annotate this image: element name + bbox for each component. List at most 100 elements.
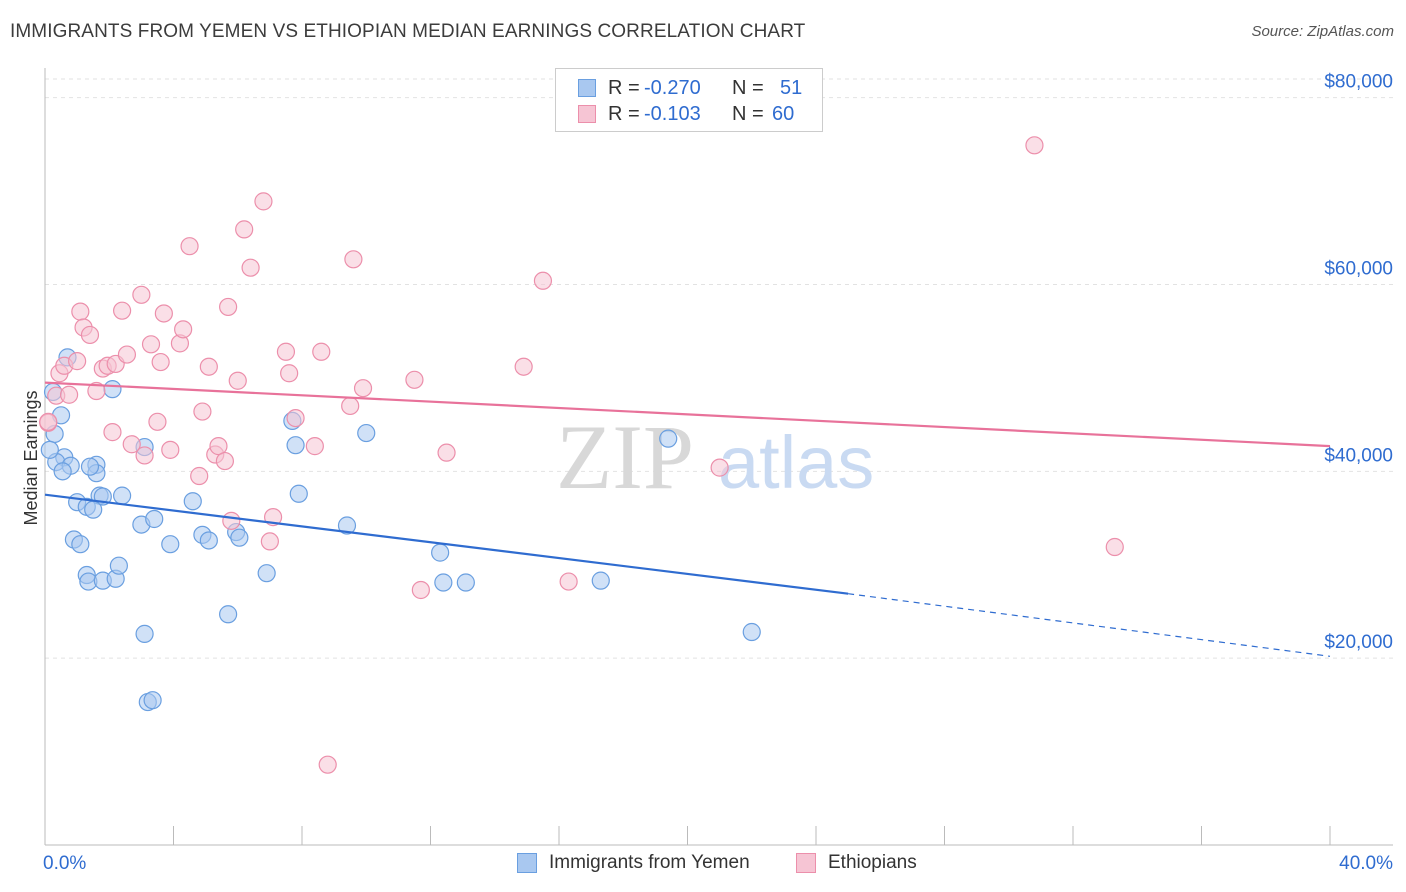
data-point <box>228 371 247 390</box>
data-point <box>431 543 450 562</box>
legend-swatch-ethiopians <box>578 105 596 123</box>
data-point <box>183 492 202 511</box>
data-point <box>84 500 103 519</box>
data-point <box>533 271 553 290</box>
data-point <box>219 297 238 317</box>
data-point <box>112 486 132 505</box>
y-tick-label: $20,000 <box>1324 632 1393 653</box>
data-point <box>344 250 363 269</box>
data-point <box>135 446 154 465</box>
legend-r-label: R = <box>608 76 640 99</box>
legend-item-ethiopians[interactable]: Ethiopians <box>796 852 917 874</box>
data-point <box>151 352 170 372</box>
data-point <box>230 528 249 547</box>
series-ethiopians-points <box>39 136 1124 774</box>
data-point <box>68 352 87 371</box>
data-point <box>1025 136 1044 155</box>
data-point <box>280 364 299 383</box>
data-point <box>222 511 241 530</box>
data-point <box>112 301 132 320</box>
data-point <box>141 335 161 354</box>
data-point <box>39 412 58 431</box>
legend-row-yemen: R = -0.270 N = 51 <box>578 76 802 100</box>
data-point <box>109 556 128 575</box>
legend-n-label: N = <box>732 102 764 125</box>
trend-lines <box>44 381 1331 657</box>
data-point <box>174 320 193 339</box>
data-point <box>193 402 212 421</box>
legend-r-value: -0.270 <box>644 76 701 99</box>
data-point <box>337 516 357 535</box>
data-point <box>289 484 308 503</box>
data-point <box>143 691 162 710</box>
data-point <box>235 220 254 239</box>
data-point <box>659 429 678 448</box>
data-point <box>241 258 260 277</box>
watermark-atlas: atlas <box>718 421 874 504</box>
data-point <box>411 580 430 600</box>
data-point <box>559 572 578 591</box>
data-point <box>122 435 141 454</box>
data-point <box>312 342 331 361</box>
legend-label-yemen: Immigrants from Yemen <box>549 852 750 873</box>
legend-row-ethiopians: R = -0.103 N = 60 <box>578 102 794 126</box>
data-point <box>456 573 475 592</box>
x-tick-label-end: 40.0% <box>1339 853 1393 874</box>
data-point <box>257 564 276 583</box>
data-point <box>514 357 533 376</box>
data-point <box>260 532 279 551</box>
data-point <box>286 408 305 428</box>
x-tick-label-start: 0.0% <box>43 853 86 874</box>
legend-label-ethiopians: Ethiopians <box>828 852 917 873</box>
tick-labels: $20,000 $40,000 $60,000 $80,000 0.0% 40.0% <box>43 72 1393 874</box>
data-point <box>341 396 360 416</box>
data-point <box>161 535 180 554</box>
data-point <box>742 622 761 642</box>
data-point <box>219 605 238 624</box>
trend-line-0 <box>44 493 849 595</box>
data-point <box>148 412 167 431</box>
data-point <box>254 192 273 211</box>
chart-title: IMMIGRANTS FROM YEMEN VS ETHIOPIAN MEDIA… <box>10 21 806 42</box>
legend-item-yemen[interactable]: Immigrants from Yemen <box>517 852 750 874</box>
y-tick-label: $40,000 <box>1324 445 1393 466</box>
data-point <box>215 451 234 471</box>
trend-line-extension-0 <box>848 593 1331 657</box>
watermark-zip: ZIP <box>556 406 694 508</box>
data-point <box>40 440 59 459</box>
y-axis-label: Median Earnings <box>21 390 41 525</box>
data-point <box>71 302 90 321</box>
data-point <box>80 457 100 476</box>
data-point <box>434 573 453 592</box>
data-point <box>80 325 100 345</box>
data-point <box>190 466 209 486</box>
data-point <box>1105 537 1124 557</box>
chart-source: Source: ZipAtlas.com <box>1251 23 1394 40</box>
data-point <box>103 423 122 442</box>
legend-n-label: N = <box>732 76 764 99</box>
legend-r-value: -0.103 <box>644 102 701 125</box>
data-point <box>276 342 296 361</box>
data-point <box>154 304 173 323</box>
data-point <box>103 380 122 399</box>
data-point <box>710 458 729 477</box>
data-point <box>209 437 228 456</box>
data-point <box>132 285 151 304</box>
data-point <box>199 357 218 376</box>
y-tick-label: $80,000 <box>1324 72 1393 93</box>
legend-n-value: 60 <box>772 102 795 125</box>
data-point <box>305 437 324 456</box>
grid-lines <box>45 78 1393 659</box>
data-point <box>353 379 373 398</box>
data-point <box>71 535 90 554</box>
data-point <box>117 345 137 364</box>
stats-legend: R = -0.270 N = 51 R = -0.103 N = 60 <box>555 68 823 132</box>
legend-n-value: 51 <box>780 76 803 99</box>
watermark: ZIP atlas <box>556 406 874 508</box>
data-point <box>59 385 79 404</box>
legend-r-label: R = <box>608 102 640 125</box>
data-point <box>135 624 154 643</box>
series-yemen-points <box>40 348 761 712</box>
data-point <box>87 381 106 401</box>
